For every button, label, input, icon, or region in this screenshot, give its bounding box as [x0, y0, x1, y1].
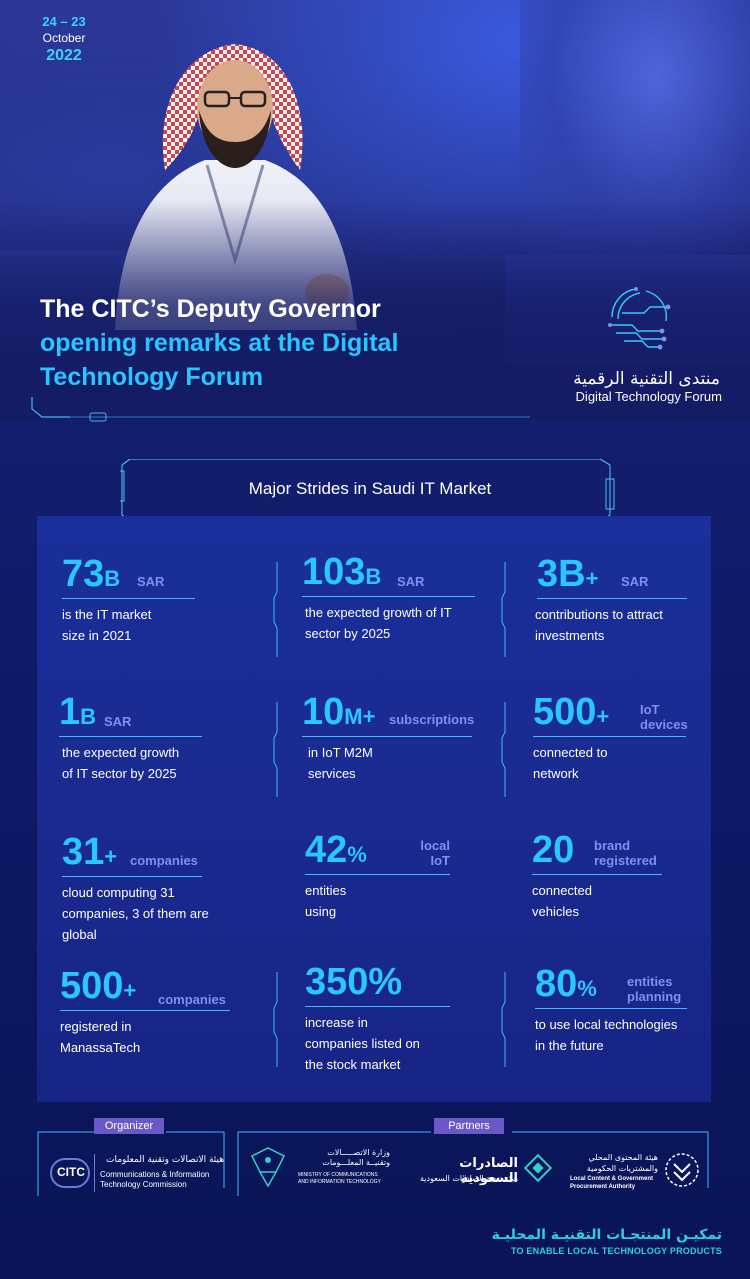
stat-value: 103B — [302, 551, 382, 593]
stat-description: connected to network — [533, 745, 608, 781]
tagline-arabic: تمكيـن المنتجـات التقنيـة المحليـة — [491, 1227, 722, 1243]
partner-saudi-exports-logo: الصادرات السعودية هيئة تنمية الصادرات ال… — [406, 1152, 556, 1188]
lcgpa-name-english: Local Content & Government Procurement A… — [570, 1176, 654, 1190]
forum-name-arabic: منتدى التقنية الرقمية — [573, 369, 720, 389]
hero-gradient-overlay — [0, 200, 750, 420]
stat-description: increase in companies listed on the stock … — [305, 1015, 420, 1072]
stat-description: in IoT M2M services — [308, 745, 373, 781]
stat-value: 31+ — [62, 831, 118, 873]
stat-value: 500+ — [533, 691, 610, 733]
forum-name-english: Digital Technology Forum — [575, 389, 722, 404]
event-date: 24 – 23 October 2022 — [34, 14, 94, 65]
stat-description: the expected growth of IT sector by 2025 — [305, 605, 452, 641]
stat-unit: SAR — [137, 574, 165, 589]
lcgpa-emblem-icon — [665, 1153, 699, 1187]
stat-value: 80% — [535, 963, 597, 1005]
stat-description: cloud computing 31 companies, 3 of them a… — [62, 885, 209, 942]
mcit-name-arabic: وزارة الاتصـــــالات وتقنيــة المعلـــوم… — [322, 1148, 390, 1167]
stat-unit: companies — [158, 992, 226, 1007]
partners-label: Partners — [434, 1118, 504, 1134]
stat-value: 3B+ — [537, 553, 599, 595]
tagline-english: TO ENABLE LOCAL TECHNOLOGY PRODUCTS — [510, 1246, 722, 1256]
stat-unit: SAR — [621, 574, 649, 589]
column-separator — [273, 972, 278, 1067]
stat-rule — [62, 598, 195, 599]
stat-rule — [305, 1006, 450, 1007]
stat-value: 42% — [305, 829, 367, 871]
stat-unit: SAR — [104, 714, 132, 729]
stat-rule — [532, 874, 662, 875]
section-title: Major Strides in Saudi IT Market — [248, 479, 492, 498]
partners-frame — [237, 1131, 709, 1196]
stat-description: the expected growth of IT sector by 2025 — [62, 745, 180, 781]
stat-rule — [535, 1008, 687, 1009]
stat-unit: IoT devices — [640, 702, 688, 732]
mcit-name-english: MINISTRY OF COMMUNICATIONS AND INFORMATI… — [298, 1172, 381, 1185]
stat-value: 1B — [59, 691, 97, 733]
column-separator — [501, 702, 506, 797]
partner-lcgpa-logo: هيئة المحتوى المحلي والمشتريات الحكومية … — [570, 1148, 706, 1194]
circuit-decoration — [31, 397, 530, 422]
column-separator — [501, 972, 506, 1067]
stat-rule — [537, 598, 687, 599]
column-separator — [501, 562, 506, 657]
stat-rule — [533, 736, 686, 737]
headline-line-2: opening remarks at the Digital — [40, 329, 399, 357]
citc-mark-icon — [50, 1158, 90, 1188]
organizer-frame — [37, 1131, 225, 1196]
stat-description: entities using — [305, 883, 347, 919]
citc-name-arabic: هيئة الاتصالات وتقنية المعلومات — [106, 1155, 224, 1165]
stat-rule — [305, 874, 450, 875]
stat-description: contributions to attract investments — [535, 607, 663, 643]
section-title-box: Major Strides in Saudi IT Market — [120, 459, 620, 521]
saudi-exports-subtitle-arabic: هيئة تنمية الصادرات السعودية — [419, 1174, 518, 1183]
stat-value: 20 — [532, 829, 575, 871]
stat-value: 73B — [62, 553, 121, 595]
saudi-exports-emblem-icon — [524, 1154, 552, 1182]
hero-photo — [0, 0, 750, 420]
stat-rule — [62, 876, 202, 877]
title-frame — [120, 459, 615, 521]
date-year: 2022 — [46, 47, 82, 64]
date-month: October — [42, 31, 86, 45]
citc-abbr: CITC — [57, 1165, 85, 1179]
headline-line-1: The CITC’s Deputy Governor — [40, 295, 381, 323]
stat-value: 350% — [305, 961, 403, 1003]
stat-rule — [302, 596, 475, 597]
stat-description: registered in ManassaTech — [60, 1019, 141, 1055]
stat-unit: subscriptions — [389, 712, 475, 727]
stat-value: 10M+ — [302, 691, 376, 733]
citc-divider — [94, 1154, 95, 1192]
stat-unit: companies — [130, 853, 198, 868]
stat-rule — [302, 736, 472, 737]
stat-rule — [59, 736, 202, 737]
headline: The CITC’s Deputy Governor opening remar… — [40, 292, 510, 394]
citc-logo: CITC هيئة الاتصالات وتقنية المعلومات Com… — [48, 1152, 228, 1196]
stat-unit: local IoT — [420, 838, 450, 868]
organizer-label: Organizer — [94, 1118, 164, 1134]
forum-logo-icon — [608, 287, 671, 350]
saudi-exports-name-arabic: الصادرات السعودية — [459, 1156, 518, 1186]
lcgpa-name-arabic: هيئة المحتوى المحلي والمشتريات الحكومية — [586, 1153, 658, 1173]
column-separator — [273, 702, 278, 797]
mcit-emblem-icon — [250, 1147, 286, 1188]
stats-panel: 73B SAR is the IT market size in 2021 103… — [37, 516, 711, 1102]
headline-line-3: Technology Forum — [40, 363, 264, 391]
stat-unit: entities planning — [627, 974, 682, 1004]
stat-description: is the IT market size in 2021 — [62, 607, 152, 643]
stat-description: to use local technologies in the future — [535, 1017, 678, 1053]
stat-unit: brand registered — [594, 838, 657, 868]
column-separator — [273, 562, 278, 657]
stat-rule — [60, 1010, 230, 1011]
stat-value: 500+ — [60, 965, 137, 1007]
stat-description: connected vehicles — [532, 883, 592, 919]
date-days: 24 – 23 — [42, 14, 86, 29]
partner-mcit-logo: وزارة الاتصـــــالات وتقنيــة المعلـــوم… — [246, 1146, 396, 1192]
citc-name-english: Communications & Information Technology … — [100, 1170, 210, 1189]
stat-unit: SAR — [397, 574, 425, 589]
